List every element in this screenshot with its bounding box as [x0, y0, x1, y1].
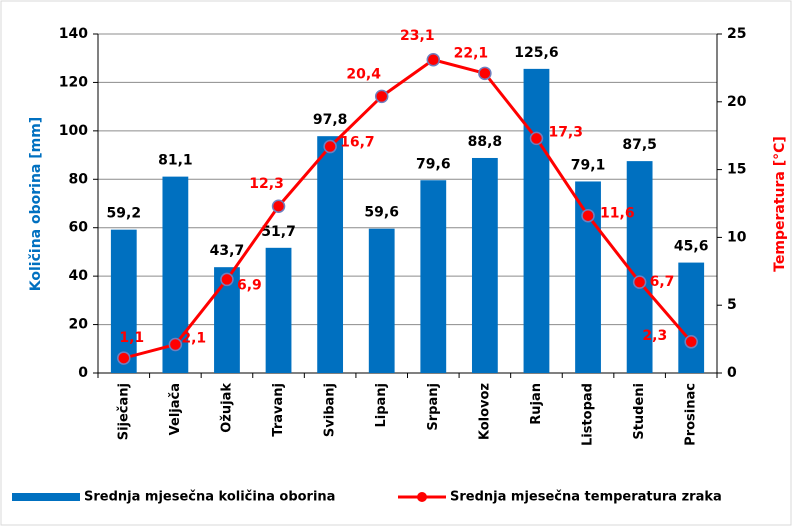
line-value-label: 2,1	[181, 331, 206, 347]
line-value-label: 17,3	[548, 124, 583, 140]
line-value-label: 22,1	[454, 45, 489, 61]
y2-tick-label: 0	[727, 365, 737, 381]
x-tick-label: Veljača	[168, 383, 183, 435]
y-tick-label: 140	[59, 26, 88, 42]
line-marker	[117, 351, 131, 365]
x-tick-label: Listopad	[581, 383, 596, 446]
temperature-line	[123, 58, 693, 360]
legend-swatch	[417, 492, 427, 502]
bar-value-label: 97,8	[313, 112, 348, 128]
line-value-label: 23,1	[400, 28, 435, 44]
legend-swatch	[12, 493, 80, 501]
x-tick-label: Srpanj	[426, 383, 441, 431]
line-marker	[478, 66, 492, 81]
bar	[110, 229, 137, 373]
x-tick-label: Travanj	[271, 383, 286, 437]
line-value-label: 20,4	[346, 66, 381, 82]
x-tick-label: Ožujak	[219, 383, 234, 433]
bar	[626, 161, 653, 373]
line-value-label: 16,7	[340, 135, 375, 151]
line-marker	[684, 335, 698, 349]
bar	[471, 157, 498, 373]
bar-value-label: 79,6	[416, 156, 451, 172]
y2-tick-label: 25	[727, 26, 746, 42]
x-tick-label: Lipanj	[374, 383, 389, 428]
y2-tick-label: 20	[727, 94, 747, 110]
line-marker	[271, 199, 286, 213]
y2-tick-label: 15	[727, 162, 746, 178]
y-tick-label: 120	[59, 74, 88, 90]
x-tick-label: Studeni	[632, 383, 647, 440]
x-tick-label: Prosinac	[684, 383, 699, 446]
line-marker	[323, 139, 337, 154]
line-marker	[168, 337, 183, 352]
bar	[523, 68, 550, 374]
y2-tick-label: 10	[727, 229, 747, 245]
line-marker	[581, 208, 595, 223]
line-value-label: 6,9	[237, 277, 262, 293]
line-marker	[632, 275, 647, 289]
bar	[317, 136, 344, 373]
y-tick-label: 100	[59, 123, 88, 139]
bar-value-label: 81,1	[158, 153, 193, 169]
x-tick-label: Svibanj	[323, 383, 338, 437]
y2-tick-label: 5	[727, 297, 737, 313]
legend-label: Srednja mjesečna temperatura zraka	[450, 490, 722, 505]
y-tick-label: 0	[78, 365, 88, 381]
bar-value-label: 87,5	[622, 137, 657, 153]
bar-value-label: 45,6	[674, 239, 709, 255]
bar-value-label: 59,6	[364, 205, 399, 221]
y2-axis-title: Temperatura [°C]	[772, 136, 788, 272]
line-value-label: 6,7	[650, 274, 675, 290]
bar	[678, 262, 705, 373]
y-tick-label: 40	[69, 268, 89, 284]
bar-value-label: 43,7	[210, 243, 245, 259]
y-tick-label: 80	[69, 171, 89, 187]
y-tick-label: 60	[69, 220, 89, 236]
x-tick-label: Kolovoz	[477, 383, 492, 440]
bar-value-label: 79,1	[571, 157, 606, 173]
y-axis-title: Količina oborina [mm]	[28, 117, 44, 291]
bar-value-label: 88,8	[468, 134, 503, 150]
line-marker	[374, 89, 389, 104]
line-value-label: 12,3	[249, 176, 284, 192]
line-marker	[529, 131, 544, 146]
line-marker	[426, 53, 441, 67]
bar	[368, 228, 395, 373]
bar-value-label: 51,7	[261, 224, 296, 240]
line-marker	[220, 272, 234, 287]
bar	[265, 247, 292, 373]
bar-value-label: 59,2	[107, 206, 142, 222]
legend-label: Srednja mjesečna količina oborina	[84, 490, 335, 505]
line-value-label: 11,6	[600, 206, 635, 222]
x-tick-label: Siječanj	[116, 383, 131, 440]
line-value-label: 1,1	[119, 330, 144, 346]
line-value-label: 2,3	[642, 328, 667, 344]
y-tick-label: 20	[69, 317, 89, 333]
bar-value-label: 125,6	[514, 45, 558, 61]
bar	[420, 180, 447, 373]
x-tick-label: Rujan	[529, 383, 544, 425]
